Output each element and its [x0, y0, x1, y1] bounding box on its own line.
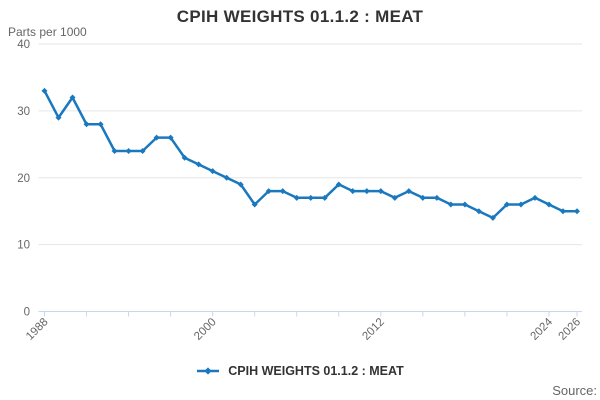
series-point-marker	[307, 194, 314, 201]
series-point-marker	[125, 148, 132, 154]
y-axis-tick-label: 0	[24, 307, 30, 319]
legend-series-marker-icon	[197, 367, 220, 375]
series-point-marker	[433, 194, 440, 201]
series-point-marker	[475, 208, 482, 215]
series-point-marker	[517, 201, 524, 208]
series-point-marker	[69, 94, 76, 101]
series-point-marker	[335, 181, 342, 188]
series-point-marker	[55, 114, 62, 121]
series-point-marker	[545, 201, 552, 208]
series-point-marker	[223, 174, 230, 181]
series-point-marker	[377, 188, 384, 195]
series-point-marker	[391, 194, 398, 201]
series-point-marker	[195, 161, 202, 168]
legend-label: CPIH WEIGHTS 01.1.2 : MEAT	[228, 364, 404, 378]
x-axis-tick-label: 2000	[192, 316, 219, 343]
series-point-marker	[559, 208, 566, 215]
series-point-marker	[153, 134, 160, 141]
x-axis-tick-label: 1988	[24, 316, 51, 343]
series-point-marker	[503, 201, 510, 208]
series-point-marker	[167, 134, 174, 141]
x-axis-tick-label: 2026	[557, 316, 584, 343]
series-point-marker	[321, 194, 328, 201]
series-point-marker	[139, 148, 146, 154]
series-point-marker	[265, 188, 272, 195]
series-point-marker	[181, 154, 188, 161]
series-point-marker	[237, 181, 244, 188]
series-point-marker	[531, 194, 538, 201]
y-axis-tick-label: 40	[17, 39, 30, 51]
series-point-marker	[349, 188, 356, 195]
series-point-marker	[279, 188, 286, 195]
x-axis-tick-label: 2024	[529, 316, 556, 343]
series-point-marker	[41, 87, 48, 94]
y-axis-tick-label: 10	[17, 240, 30, 252]
series-point-marker	[293, 194, 300, 201]
series-point-marker	[447, 201, 454, 208]
series-point-marker	[405, 188, 412, 195]
page-title: CPIH WEIGHTS 01.1.2 : MEAT	[176, 7, 424, 26]
series-point-marker	[251, 201, 258, 208]
y-axis-tick-label: 30	[17, 106, 30, 118]
series-point-marker	[83, 121, 90, 128]
series-point-marker	[419, 194, 426, 201]
series-point-marker	[209, 168, 216, 175]
legend-item[interactable]: CPIH WEIGHTS 01.1.2 : MEAT	[0, 364, 600, 378]
series-point-marker	[97, 121, 104, 128]
y-axis-tick-label: 20	[17, 173, 30, 185]
series-point-marker	[111, 148, 118, 154]
series-point-marker	[574, 208, 580, 215]
series-point-marker	[489, 214, 496, 221]
series-point-marker	[461, 201, 468, 208]
y-axis-title: Parts per 1000	[8, 25, 87, 39]
x-axis-tick-label: 2012	[360, 316, 387, 343]
source-note: Source:	[552, 383, 597, 398]
series-point-marker	[363, 188, 370, 195]
